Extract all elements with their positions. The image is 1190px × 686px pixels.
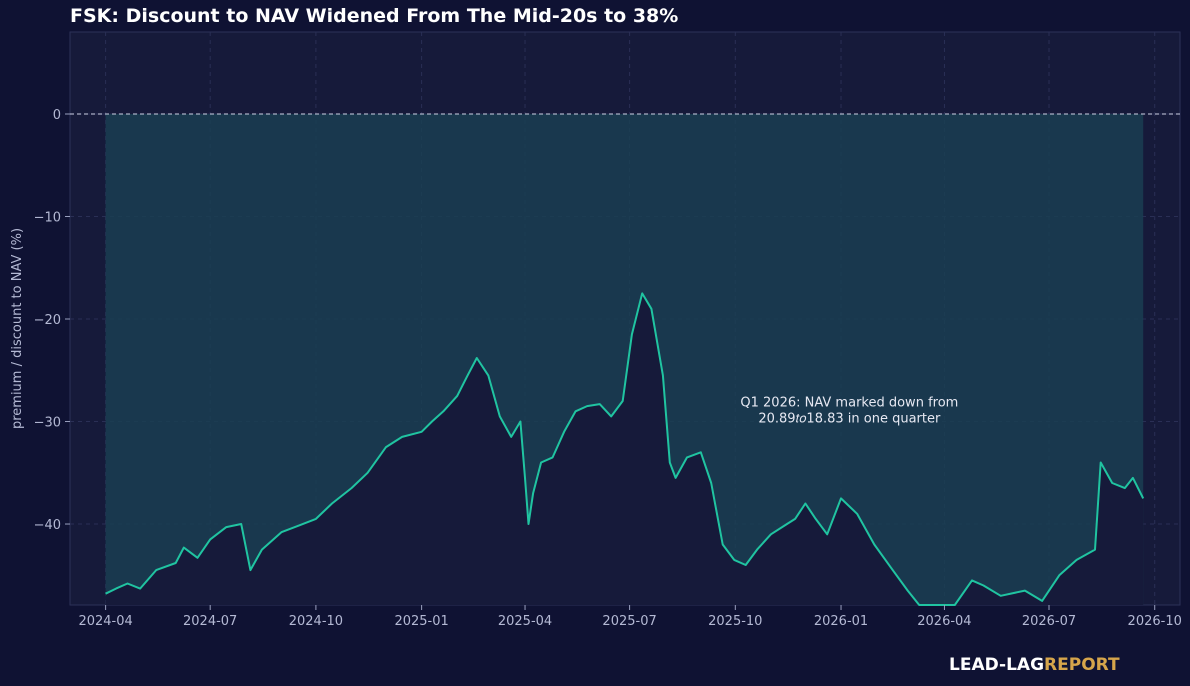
y-tick-label: −10 xyxy=(34,211,61,226)
area-below-line xyxy=(105,293,1144,605)
x-tick-label: 2024-10 xyxy=(289,614,343,629)
brand-part2: REPORT xyxy=(1044,655,1120,675)
y-tick-label: −20 xyxy=(34,313,61,328)
x-tick-label: 2024-04 xyxy=(78,614,132,629)
y-tick-label: 0 xyxy=(53,108,61,123)
brand-logo: LEAD-LAGREPORT xyxy=(949,655,1120,675)
y-tick-label: −30 xyxy=(34,416,61,431)
annotation-line: Q1 2026: NAV marked down from xyxy=(740,395,958,410)
y-tick-label: −40 xyxy=(34,518,61,533)
y-axis-label: premium / discount to NAV (%) xyxy=(10,228,25,429)
x-tick-label: 2025-04 xyxy=(498,614,552,629)
brand-part1: LEAD-LAG xyxy=(949,655,1045,675)
series-line xyxy=(105,292,1145,606)
x-tick-label: 2025-10 xyxy=(708,614,762,629)
x-tick-label: 2026-01 xyxy=(814,614,868,629)
x-tick-label: 2026-10 xyxy=(1128,614,1182,629)
axis-ticks: 2024-04 2024-07 2024-10 2025-01 2025-04 2025-… xyxy=(34,108,1182,629)
annotation-line: 20.89𝑡𝑜18.83 in one quarter xyxy=(758,411,941,426)
x-tick-label: 2026-04 xyxy=(917,614,971,629)
x-tick-label: 2024-07 xyxy=(183,614,237,629)
annotation-text: Q1 2026: NAV marked down from 20.89𝑡𝑜18.8… xyxy=(740,395,958,426)
x-tick-label: 2026-07 xyxy=(1022,614,1076,629)
x-tick-label: 2025-07 xyxy=(602,614,656,629)
x-tick-label: 2025-01 xyxy=(394,614,448,629)
chart-title: FSK: Discount to NAV Widened From The Mi… xyxy=(70,5,679,27)
